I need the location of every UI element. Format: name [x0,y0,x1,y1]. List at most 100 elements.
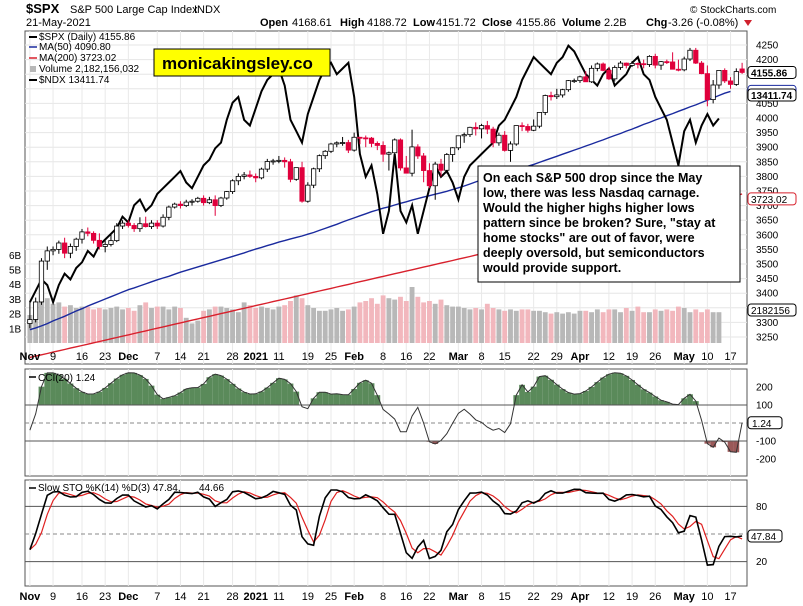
volume-bar [340,310,346,343]
candle-body [119,222,126,227]
volume-bar [73,308,79,343]
candle-body [137,223,143,230]
volume-bar [282,305,288,343]
x-tick-label: Apr [570,591,590,603]
cci-fill [84,393,91,405]
volume-bar [39,292,44,343]
cci-fill [252,393,259,405]
volume-bar [44,298,50,343]
x-tick-label: 19 [302,351,314,363]
candle-body [270,160,276,163]
volume-bar [380,295,386,343]
volume-bar [554,312,560,343]
x-tick-label: Nov [20,591,42,603]
cci-fill [281,379,288,405]
annotation-text: On each S&P 500 drop since the May low, … [482,171,716,275]
cci-fill [293,391,300,405]
sto-label-d: 44.66 [199,483,224,494]
candle-body [357,136,363,139]
axis-tag [747,192,797,206]
cci-fill [623,375,630,405]
candle-body [473,126,479,130]
high-value: 4188.72 [367,17,407,29]
volume-bar [548,313,554,343]
candle-body [368,137,375,144]
x-tick-label: May [673,351,695,363]
cci-fill [513,395,520,405]
x-tick-label: Apr [570,351,590,363]
x-tick-label: Nov [20,351,42,363]
candle-body [629,62,635,66]
volume-bar [612,309,618,343]
candle-body [27,319,33,324]
candle-body [403,167,409,174]
cci-fill [553,384,560,405]
sto-tick-label: 80 [756,502,768,513]
cci-fill [357,382,363,405]
volume-bar [131,310,137,343]
x-tick-label: 25 [325,591,337,603]
candle-body [322,150,328,157]
low-label: Low [413,17,435,29]
candle-body [235,175,241,182]
volume-bar [600,312,606,343]
candle-body [525,126,531,131]
volume-bar [201,310,207,343]
cci-fill [50,372,56,405]
candle-body [397,139,404,169]
legend-volume: Volume 2,182,156,032 [39,64,140,75]
annotation-line: Would the higher highs higher lows [483,201,695,215]
annotation-box [477,165,741,283]
annotation-line: On each S&P 500 drop since the May [483,171,702,185]
candle-body [693,49,699,64]
cci-fill [148,385,155,405]
volume-bar [178,308,183,343]
cci-fill [606,374,612,405]
cci-fill [588,386,595,405]
volume-bar [461,308,467,343]
candle-body [44,250,50,262]
cci-fill [640,389,647,405]
candle-body [90,232,97,241]
cci-fill [79,391,85,405]
sto-tag [747,529,783,543]
x-tick-label: 22 [528,351,540,363]
exchange: INDX [194,4,221,16]
x-tick-label: 26 [649,351,661,363]
volume-label: Volume [562,17,601,29]
volume-tick-label: 6B [9,251,22,262]
cci-fill [681,398,688,405]
banner [153,48,331,77]
legend: $SPX (Daily) 4155.86 MA(50) 4090.80 MA(2… [29,32,140,86]
x-tick-label: 8 [478,351,484,363]
x-tick-label: 22 [423,591,435,603]
candle-body [484,125,490,130]
candle-body [606,70,612,80]
cci-fill [600,377,607,405]
candle-body [739,68,745,73]
volume-bar [473,308,479,343]
cci-fill [542,375,549,405]
volume-bar [91,309,97,343]
volume-bar [253,308,259,343]
volume-bar [716,312,722,343]
volume-bar [67,305,73,343]
close-label: Close [482,17,512,29]
cci-fill [44,372,51,405]
candle-body [247,174,253,177]
cci-fill [328,394,334,405]
volume-bar [577,310,583,343]
x-tick-label: 21 [197,591,209,603]
price-tick-label: 3500 [756,260,779,271]
sto-k-line [29,488,743,566]
volume-bar [444,305,450,343]
x-tick-label: 12 [603,351,615,363]
volume-tick-label: 1B [9,324,22,335]
candle-body [316,155,323,170]
candle-body [380,145,386,155]
volume-bar [247,305,253,343]
x-tick-label: 17 [724,351,736,363]
cci-fill [229,383,236,405]
volume-bar [189,323,195,343]
cci-fill [177,392,184,405]
